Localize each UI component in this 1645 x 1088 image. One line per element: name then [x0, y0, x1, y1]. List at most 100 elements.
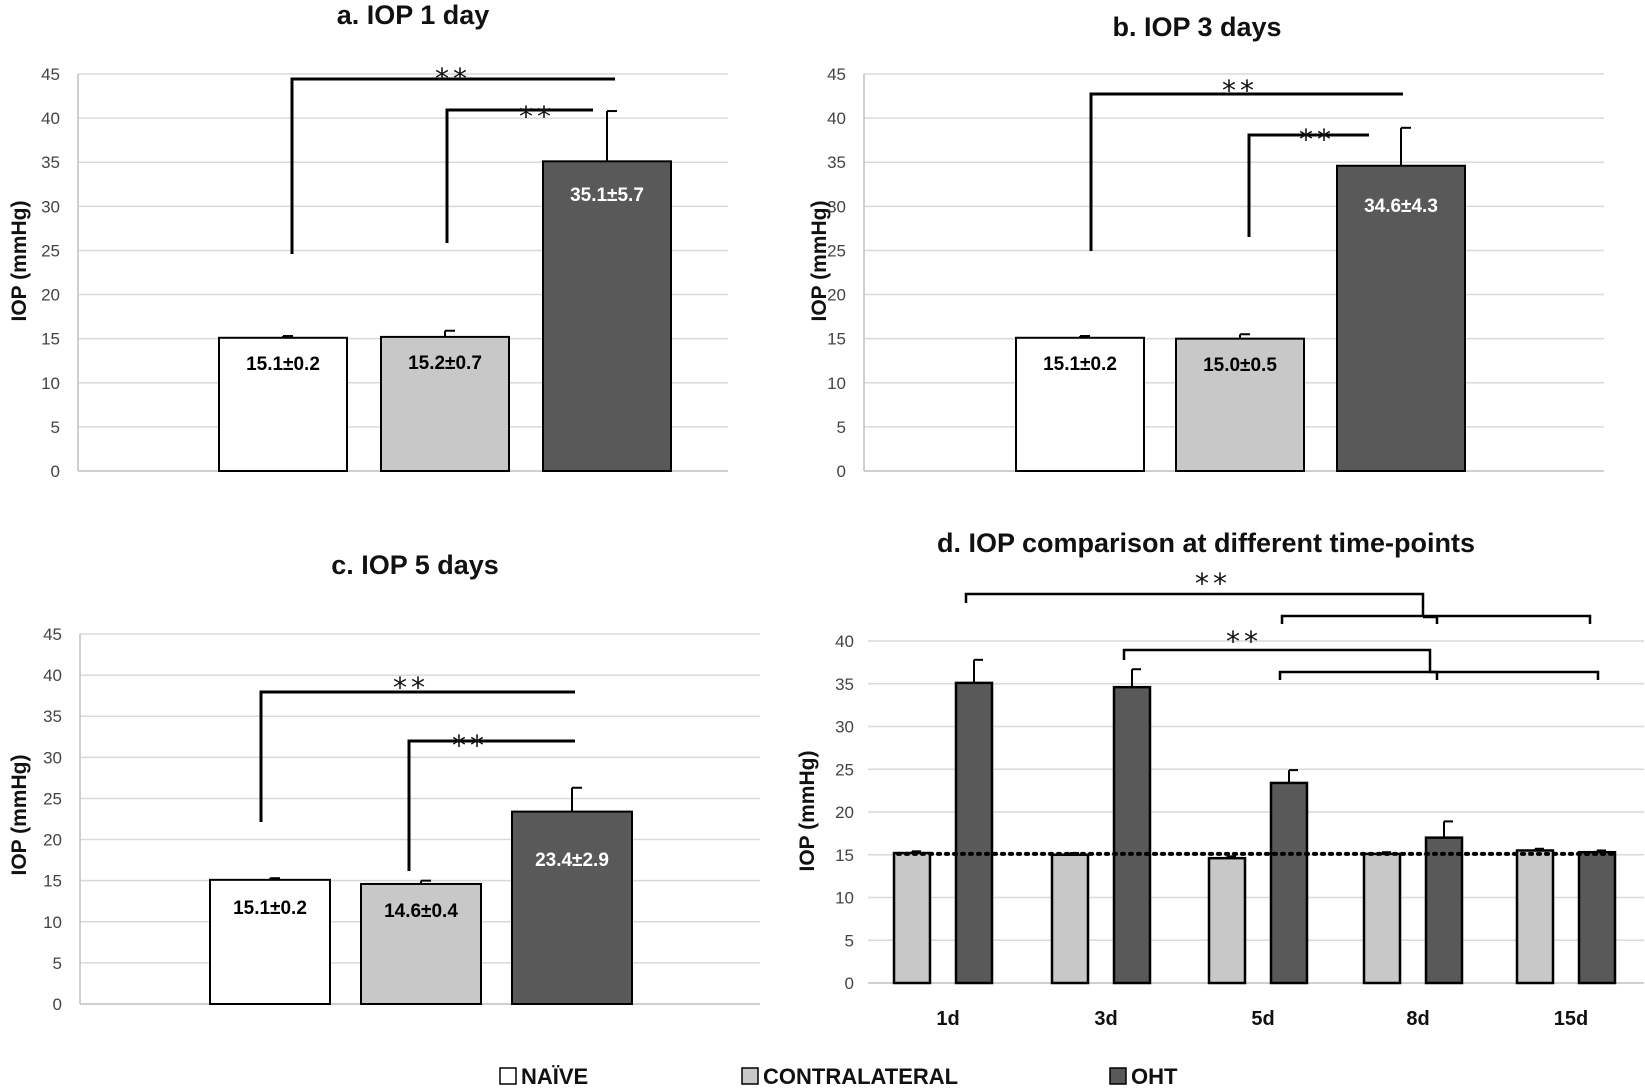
y-tick-label: 15 — [827, 330, 846, 349]
legend-swatch-oht — [1109, 1067, 1127, 1085]
bar-value-label: 14.6±0.4 — [384, 901, 458, 922]
panel-d-chart: 0 5 10 15 20 25 30 35 40 1d 3d 5d 8d 15d ** ** — [835, 567, 1644, 1030]
y-tick-label: 10 — [835, 889, 854, 908]
bar — [1336, 164, 1466, 473]
bar — [1577, 850, 1617, 985]
significance-marker: ** — [393, 671, 429, 704]
x-tick-label: 8d — [1406, 1008, 1429, 1030]
y-tick-label: 40 — [43, 666, 62, 685]
y-tick-label: 5 — [53, 954, 62, 973]
y-tick-label: 10 — [41, 374, 60, 393]
panel-d-title: d. IOP comparison at different time-poin… — [937, 528, 1475, 558]
panel-a-chart: 0 5 10 15 20 25 30 35 40 45 15.1±0.2 15.2±0.7 35.1±5… — [41, 62, 728, 481]
bar-value-label: 15.1±0.2 — [233, 898, 307, 919]
y-tick-label: 5 — [845, 931, 854, 950]
x-tick-label: 3d — [1094, 1008, 1117, 1030]
significance-bracket — [445, 108, 593, 243]
x-tick-label: 15d — [1554, 1008, 1588, 1030]
y-tick-label: 30 — [41, 197, 60, 216]
bar — [218, 336, 348, 473]
y-tick-label: 40 — [835, 632, 854, 651]
legend-label-oht: OHT — [1131, 1064, 1178, 1088]
bar — [1015, 336, 1145, 473]
bar-value-label: 35.1±5.7 — [570, 185, 644, 206]
significance-marker: ** — [1195, 567, 1231, 600]
significance-bracket — [1423, 615, 1439, 624]
significance-marker: ** — [435, 62, 471, 95]
bar — [1515, 849, 1555, 985]
panel-b-ylabel: IOP (mmHg) — [808, 201, 831, 322]
panel-d-ylabel: IOP (mmHg) — [796, 751, 819, 872]
significance-bracket — [964, 592, 1425, 617]
bar — [1362, 852, 1402, 985]
y-tick-label: 5 — [51, 418, 60, 437]
bar-value-label: 15.2±0.7 — [408, 353, 482, 374]
y-tick-label: 35 — [835, 675, 854, 694]
bar-value-label: 15.0±0.5 — [1203, 355, 1277, 376]
x-tick-label: 1d — [936, 1008, 959, 1030]
bar — [1269, 781, 1309, 985]
y-tick-label: 0 — [845, 974, 854, 993]
y-tick-label: 30 — [43, 748, 62, 767]
x-tick-label: 5d — [1251, 1008, 1274, 1030]
y-tick-label: 25 — [43, 789, 62, 808]
significance-bracket — [1278, 670, 1600, 680]
bar — [542, 160, 672, 472]
bar-value-label: 23.4±2.9 — [535, 850, 609, 871]
y-tick-label: 45 — [827, 65, 846, 84]
significance-bracket — [1122, 648, 1432, 672]
bar-value-label: 15.1±0.2 — [1043, 354, 1117, 375]
panel-a-title: a. IOP 1 day — [337, 0, 490, 30]
legend: NAÏVE CONTRALATERAL OHT — [499, 1064, 1178, 1088]
y-tick-label: 0 — [837, 462, 846, 481]
panel-c-title: c. IOP 5 days — [331, 550, 499, 580]
legend-swatch-contralateral — [741, 1067, 759, 1085]
bar — [380, 335, 510, 472]
bar-value-label: 34.6±4.3 — [1364, 196, 1438, 217]
significance-bracket — [1089, 92, 1403, 251]
y-tick-label: 20 — [43, 831, 62, 850]
bar — [892, 851, 932, 985]
y-tick-label: 20 — [827, 286, 846, 305]
y-tick-label: 10 — [43, 913, 62, 932]
bar — [360, 882, 482, 1006]
significance-bracket — [290, 77, 615, 254]
y-tick-label: 25 — [835, 760, 854, 779]
bar-value-label: 15.1±0.2 — [246, 354, 320, 375]
significance-bracket — [407, 739, 575, 871]
bar — [1424, 836, 1464, 985]
y-tick-label: 40 — [41, 109, 60, 128]
y-tick-label: 35 — [41, 153, 60, 172]
bar — [209, 878, 331, 1005]
significance-bracket — [1430, 670, 1439, 680]
y-tick-label: 20 — [835, 803, 854, 822]
y-tick-label: 30 — [835, 718, 854, 737]
y-tick-label: 35 — [827, 153, 846, 172]
y-tick-label: 45 — [43, 625, 62, 644]
y-tick-label: 45 — [41, 65, 60, 84]
bar — [1207, 856, 1247, 985]
significance-marker: ** — [452, 729, 488, 762]
legend-label-naive: NAÏVE — [521, 1064, 588, 1088]
panel-c-ylabel: IOP (mmHg) — [8, 755, 31, 876]
significance-bracket — [259, 690, 575, 822]
significance-marker: ** — [1222, 74, 1258, 107]
y-tick-label: 40 — [827, 109, 846, 128]
bar — [1050, 853, 1090, 985]
panel-b-title: b. IOP 3 days — [1112, 12, 1281, 42]
panel-c-chart: 0 5 10 15 20 25 30 35 40 45 15.1±0.2 14.6±0.4 23.4±2… — [43, 625, 760, 1014]
y-tick-label: 15 — [41, 330, 60, 349]
significance-marker: ** — [1226, 625, 1262, 658]
bar — [1112, 685, 1152, 985]
significance-marker: ** — [1299, 123, 1335, 156]
bar — [954, 681, 994, 985]
panel-a-ylabel: IOP (mmHg) — [8, 201, 31, 322]
y-tick-label: 0 — [53, 995, 62, 1014]
panel-b-chart: 0 5 10 15 20 25 30 35 40 45 15.1±0.2 15.0±0.5 34.6±4… — [827, 65, 1604, 481]
bar — [511, 810, 633, 1005]
bar — [1175, 337, 1305, 472]
y-tick-label: 25 — [41, 241, 60, 260]
y-tick-label: 20 — [41, 286, 60, 305]
legend-label-contralateral: CONTRALATERAL — [763, 1064, 958, 1088]
y-tick-label: 30 — [827, 197, 846, 216]
